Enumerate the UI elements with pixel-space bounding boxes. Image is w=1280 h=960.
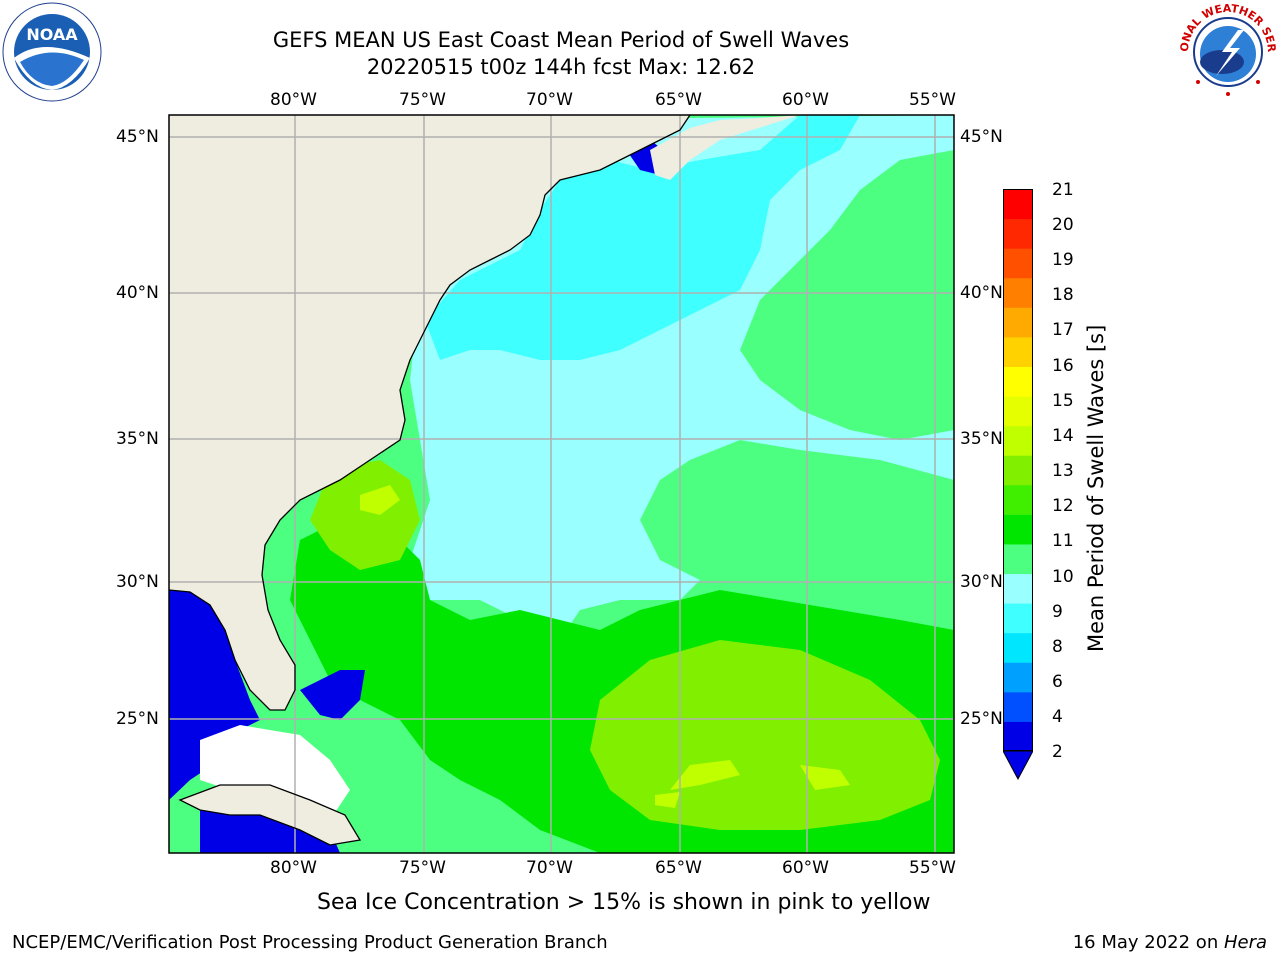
lat-label-right-25n: 25°N [960, 709, 1003, 729]
cuba-coastline [178, 784, 362, 846]
colorbar-swatch-4 [1003, 603, 1033, 634]
lon-label-bottom-75w: 75°W [399, 858, 446, 878]
lat-label-left-40n: 40°N [116, 283, 159, 303]
nova-scotia-land [650, 115, 800, 180]
ocean-12-13s-patch-c [360, 485, 400, 515]
colorbar-tick-11: 11 [1052, 531, 1074, 551]
colorbar-label: Mean Period of Swell Waves [s] [1084, 324, 1108, 652]
colorbar-swatch-14 [1003, 307, 1033, 338]
colorbar-tick-18: 18 [1052, 285, 1074, 305]
colorbar-tick-8: 8 [1052, 637, 1063, 657]
colorbar-tick-13: 13 [1052, 461, 1074, 481]
colorbar-swatch-18 [1003, 189, 1033, 220]
colorbar-tick-15: 15 [1052, 391, 1074, 411]
colorbar-ticks: 21 20 19 18 17 16 15 14 13 12 11 10 9 8 … [1052, 180, 1112, 770]
machine-name: Hera [1223, 932, 1267, 953]
lon-label-bottom-65w: 65°W [655, 858, 702, 878]
lon-label-bottom-55w: 55°W [909, 858, 956, 878]
colorbar-tick-12: 12 [1052, 496, 1074, 516]
ocean-6-8s-patch [540, 200, 700, 300]
lat-label-right-30n: 30°N [960, 572, 1003, 592]
colorbar-swatch-16 [1003, 248, 1033, 279]
colorbar-tick-20: 20 [1052, 215, 1074, 235]
lat-label-right-40n: 40°N [960, 283, 1003, 303]
map-frame [168, 114, 955, 854]
lon-label-top-75w: 75°W [399, 90, 446, 110]
lon-label-bottom-70w: 70°W [526, 858, 573, 878]
colorbar-swatch-3 [1003, 632, 1033, 663]
colorbar-swatch-5 [1003, 573, 1033, 604]
chart-subtitle: 20220515 t00z 144h fcst Max: 12.62 [366, 55, 756, 79]
lon-label-bottom-60w: 60°W [782, 858, 829, 878]
lon-label-top-55w: 55°W [909, 90, 956, 110]
lon-label-top-60w: 60°W [782, 90, 829, 110]
colorbar-swatch-11 [1003, 396, 1033, 427]
colorbar-tick-21: 21 [1052, 180, 1074, 200]
run-date: 16 May 2022 on Hera [1073, 932, 1267, 953]
noaa-logo-text: NOAA [26, 25, 78, 44]
graticule [169, 115, 954, 853]
colorbar [1002, 189, 1034, 781]
lat-label-left-30n: 30°N [116, 572, 159, 592]
ocean-12-13s-patch-d [655, 792, 680, 808]
colorbar-swatch-12 [1003, 366, 1033, 397]
colorbar-swatch-7 [1003, 514, 1033, 545]
colorbar-swatches [1002, 189, 1034, 781]
colorbar-swatch-0 [1003, 721, 1033, 752]
ocean-12-13s-patch-b [800, 765, 850, 790]
lon-label-top-70w: 70°W [526, 90, 573, 110]
no-data-region [200, 725, 350, 820]
colorbar-swatch-1 [1003, 691, 1033, 722]
lat-label-right-45n: 45°N [960, 127, 1003, 147]
sea-ice-note: Sea Ice Concentration > 15% is shown in … [317, 890, 931, 915]
colorbar-frame [1003, 189, 1033, 751]
credit-text: NCEP/EMC/Verification Post Processing Pr… [12, 932, 608, 953]
run-date-text: 16 May 2022 on [1072, 932, 1224, 953]
colorbar-tick-4: 4 [1052, 707, 1063, 727]
lon-label-bottom-80w: 80°W [270, 858, 317, 878]
lat-label-left-45n: 45°N [116, 127, 159, 147]
colorbar-swatch-15 [1003, 277, 1033, 308]
lat-label-left-35n: 35°N [116, 429, 159, 449]
colorbar-tick-9: 9 [1052, 602, 1063, 622]
map-field [169, 115, 954, 853]
ocean-11-12s-coastal [310, 460, 420, 570]
ocean-12-13s-patch-a [670, 760, 740, 790]
lat-label-left-25n: 25°N [116, 709, 159, 729]
nws-logo: NATIONAL WEATHER SERVICE [1173, 0, 1278, 102]
colorbar-under-triangle [1002, 750, 1034, 781]
colorbar-swatch-17 [1003, 218, 1033, 249]
noaa-logo: NOAA [2, 2, 102, 102]
cuba-land [180, 785, 360, 845]
colorbar-swatch-6 [1003, 543, 1033, 575]
colorbar-swatch-10 [1003, 425, 1033, 456]
colorbar-tick-2: 2 [1052, 742, 1063, 762]
north-america-land [169, 115, 690, 710]
coastline [169, 115, 691, 711]
bahamas-low-period-region [300, 670, 365, 720]
colorbar-tick-16: 16 [1052, 356, 1074, 376]
colorbar-swatch-2 [1003, 662, 1033, 693]
colorbar-swatch-9 [1003, 455, 1033, 486]
colorbar-tick-19: 19 [1052, 250, 1074, 270]
chart-title: GEFS MEAN US East Coast Mean Period of S… [272, 28, 850, 52]
colorbar-tick-17: 17 [1052, 320, 1074, 340]
colorbar-tick-6: 6 [1052, 672, 1063, 692]
lon-label-top-80w: 80°W [270, 90, 317, 110]
colorbar-swatch-8 [1003, 484, 1033, 515]
colorbar-swatch-13 [1003, 336, 1033, 367]
colorbar-tick-14: 14 [1052, 426, 1074, 446]
lat-label-right-35n: 35°N [960, 429, 1003, 449]
colorbar-tick-10: 10 [1052, 567, 1074, 587]
lon-label-top-65w: 65°W [655, 90, 702, 110]
gulf-low-period-region [169, 585, 260, 800]
